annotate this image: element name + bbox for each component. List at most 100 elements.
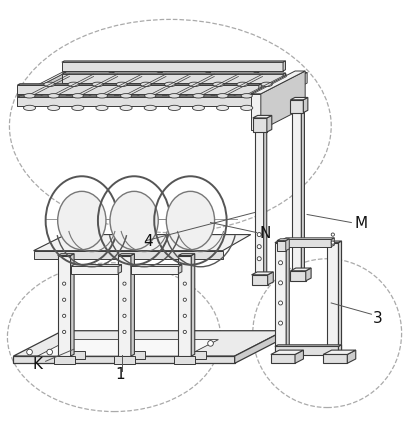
Polygon shape bbox=[17, 98, 259, 106]
Polygon shape bbox=[114, 96, 118, 106]
Polygon shape bbox=[323, 350, 356, 355]
Polygon shape bbox=[283, 240, 331, 247]
Polygon shape bbox=[292, 111, 301, 271]
Polygon shape bbox=[17, 73, 66, 96]
Circle shape bbox=[279, 261, 283, 265]
Polygon shape bbox=[131, 265, 182, 267]
Polygon shape bbox=[118, 256, 131, 356]
Circle shape bbox=[279, 301, 283, 305]
Polygon shape bbox=[331, 238, 334, 247]
Polygon shape bbox=[268, 272, 273, 285]
Ellipse shape bbox=[96, 106, 108, 111]
Polygon shape bbox=[114, 356, 135, 364]
Ellipse shape bbox=[120, 106, 132, 111]
Circle shape bbox=[331, 241, 335, 245]
Polygon shape bbox=[253, 119, 267, 133]
Ellipse shape bbox=[192, 106, 205, 111]
Circle shape bbox=[47, 350, 53, 355]
Ellipse shape bbox=[72, 106, 84, 111]
Polygon shape bbox=[131, 254, 134, 356]
Circle shape bbox=[279, 281, 283, 285]
Circle shape bbox=[123, 314, 126, 318]
Polygon shape bbox=[38, 340, 218, 356]
Text: 4: 4 bbox=[143, 233, 153, 248]
Polygon shape bbox=[264, 129, 267, 275]
Polygon shape bbox=[286, 239, 289, 251]
Polygon shape bbox=[70, 254, 74, 356]
Circle shape bbox=[279, 321, 283, 325]
Ellipse shape bbox=[72, 95, 83, 99]
Polygon shape bbox=[267, 116, 272, 133]
Polygon shape bbox=[286, 241, 289, 356]
Polygon shape bbox=[283, 74, 286, 84]
Text: K: K bbox=[32, 356, 43, 371]
Polygon shape bbox=[259, 73, 307, 96]
Polygon shape bbox=[66, 96, 70, 106]
Ellipse shape bbox=[144, 106, 156, 111]
Polygon shape bbox=[323, 355, 347, 364]
Polygon shape bbox=[234, 331, 284, 364]
Polygon shape bbox=[251, 95, 261, 131]
Polygon shape bbox=[125, 351, 145, 359]
Polygon shape bbox=[162, 73, 211, 96]
Polygon shape bbox=[64, 351, 85, 359]
Polygon shape bbox=[118, 265, 122, 274]
Polygon shape bbox=[306, 268, 311, 281]
Polygon shape bbox=[174, 356, 195, 364]
Polygon shape bbox=[185, 351, 206, 359]
Polygon shape bbox=[259, 96, 261, 106]
Polygon shape bbox=[215, 73, 259, 106]
Polygon shape bbox=[62, 62, 286, 63]
Polygon shape bbox=[290, 101, 303, 113]
Ellipse shape bbox=[44, 83, 55, 87]
Ellipse shape bbox=[141, 83, 151, 87]
Polygon shape bbox=[166, 73, 211, 106]
Polygon shape bbox=[275, 345, 341, 346]
Polygon shape bbox=[271, 355, 295, 364]
Ellipse shape bbox=[217, 106, 229, 111]
Ellipse shape bbox=[48, 106, 60, 111]
Polygon shape bbox=[191, 254, 195, 356]
Ellipse shape bbox=[241, 106, 253, 111]
Polygon shape bbox=[34, 251, 223, 259]
Ellipse shape bbox=[169, 95, 180, 99]
Polygon shape bbox=[252, 272, 273, 275]
Circle shape bbox=[123, 298, 126, 302]
Polygon shape bbox=[339, 241, 341, 356]
Ellipse shape bbox=[24, 95, 35, 99]
Polygon shape bbox=[301, 110, 305, 271]
Circle shape bbox=[27, 350, 32, 355]
Ellipse shape bbox=[261, 83, 272, 87]
Polygon shape bbox=[131, 267, 178, 274]
Polygon shape bbox=[17, 96, 21, 106]
Polygon shape bbox=[253, 116, 272, 119]
Ellipse shape bbox=[48, 95, 59, 99]
Polygon shape bbox=[327, 243, 339, 356]
Polygon shape bbox=[339, 345, 341, 356]
Circle shape bbox=[257, 257, 261, 261]
Polygon shape bbox=[13, 356, 234, 364]
Ellipse shape bbox=[145, 95, 156, 99]
Circle shape bbox=[123, 331, 126, 334]
Text: 3: 3 bbox=[373, 310, 382, 325]
Ellipse shape bbox=[168, 106, 180, 111]
Polygon shape bbox=[17, 85, 261, 86]
Polygon shape bbox=[261, 72, 305, 131]
Circle shape bbox=[257, 245, 261, 249]
Polygon shape bbox=[62, 74, 286, 75]
Ellipse shape bbox=[58, 192, 106, 250]
Polygon shape bbox=[54, 356, 75, 364]
Circle shape bbox=[183, 283, 186, 286]
Polygon shape bbox=[70, 73, 114, 106]
Polygon shape bbox=[327, 241, 341, 243]
Ellipse shape bbox=[193, 95, 204, 99]
Circle shape bbox=[62, 314, 66, 318]
Circle shape bbox=[62, 283, 66, 286]
Polygon shape bbox=[252, 275, 268, 285]
Polygon shape bbox=[114, 73, 162, 96]
Ellipse shape bbox=[166, 192, 215, 250]
Polygon shape bbox=[283, 62, 286, 72]
Ellipse shape bbox=[92, 83, 103, 87]
Polygon shape bbox=[275, 243, 286, 356]
Polygon shape bbox=[303, 98, 308, 113]
